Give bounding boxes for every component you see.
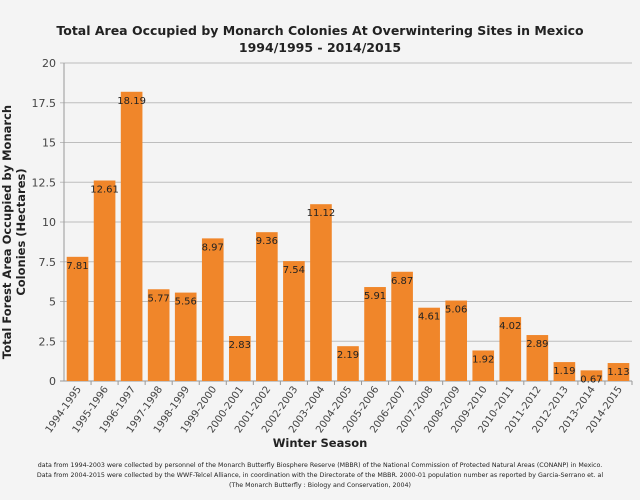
bar bbox=[499, 317, 522, 381]
chart-title: Total Area Occupied by Monarch Colonies … bbox=[0, 22, 640, 56]
data-label: 7.54 bbox=[283, 265, 305, 276]
footnote-line-3: (The Monarch Butterfly : Biology and Con… bbox=[229, 482, 411, 489]
data-label: 5.77 bbox=[148, 293, 170, 304]
bar bbox=[418, 307, 440, 381]
data-label: 18.19 bbox=[117, 96, 146, 107]
bar bbox=[201, 238, 224, 381]
bar bbox=[391, 271, 413, 381]
bar bbox=[283, 261, 305, 381]
y-tick-label: 5 bbox=[49, 296, 56, 309]
data-label: 8.97 bbox=[202, 242, 224, 253]
footnote-line-1: data from 1994-2003 were collected by pe… bbox=[37, 462, 603, 469]
y-tick-label: 17.5 bbox=[32, 97, 57, 110]
y-tick-label: 7.5 bbox=[39, 256, 57, 269]
data-label: 2.83 bbox=[229, 340, 251, 351]
bar bbox=[580, 370, 603, 381]
data-label: 1.19 bbox=[553, 366, 575, 377]
bar bbox=[472, 350, 495, 381]
y-tick-label: 0 bbox=[49, 375, 56, 388]
bar bbox=[310, 204, 332, 381]
bar bbox=[93, 180, 116, 381]
data-label: 2.19 bbox=[337, 350, 359, 361]
bar bbox=[120, 91, 143, 382]
bar bbox=[228, 336, 251, 381]
data-label: 4.61 bbox=[418, 312, 440, 323]
data-label: 5.56 bbox=[175, 297, 197, 308]
chart-title-line-2: 1994/1995 - 2014/2015 bbox=[238, 40, 402, 55]
data-label: 2.89 bbox=[526, 339, 548, 350]
bar bbox=[364, 287, 386, 381]
bar bbox=[553, 362, 576, 381]
y-tick-label: 12.5 bbox=[32, 176, 57, 189]
bar bbox=[526, 335, 549, 381]
data-label: 0.67 bbox=[580, 374, 602, 385]
data-label: 6.87 bbox=[391, 276, 413, 287]
data-label: 11.12 bbox=[307, 208, 336, 219]
y-tick-label: 20 bbox=[42, 57, 56, 70]
data-label: 1.92 bbox=[472, 354, 494, 365]
y-tick-label: 10 bbox=[42, 216, 56, 229]
x-axis-label: Winter Season bbox=[272, 436, 368, 450]
footnotes: data from 1994-2003 were collected by pe… bbox=[0, 461, 640, 491]
footnote-line-2: Data from 2004-2015 were collected by th… bbox=[36, 472, 604, 479]
bar bbox=[147, 289, 170, 381]
bar bbox=[607, 363, 630, 381]
y-tick-label: 2.5 bbox=[39, 335, 57, 348]
bar bbox=[174, 292, 197, 381]
bar bbox=[256, 232, 278, 381]
data-label: 4.02 bbox=[499, 321, 521, 332]
bar bbox=[337, 346, 359, 381]
data-label: 9.36 bbox=[256, 236, 278, 247]
data-label: 5.91 bbox=[364, 291, 386, 302]
y-tick-label: 15 bbox=[42, 137, 56, 150]
chart-title-line-1: Total Area Occupied by Monarch Colonies … bbox=[56, 23, 584, 38]
data-label: 7.81 bbox=[66, 261, 88, 272]
bar bbox=[445, 300, 468, 381]
data-label: 1.13 bbox=[607, 367, 629, 378]
data-label: 5.06 bbox=[445, 305, 467, 316]
bar bbox=[66, 256, 89, 381]
data-label: 12.61 bbox=[90, 185, 119, 196]
